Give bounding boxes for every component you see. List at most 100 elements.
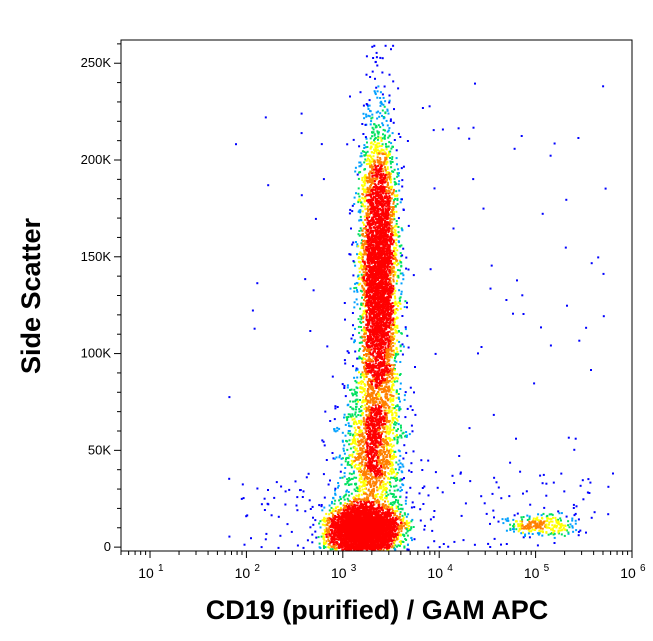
event-dot — [396, 518, 399, 521]
event-dot — [395, 244, 398, 247]
event-dot — [370, 549, 373, 552]
event-dot — [392, 270, 395, 273]
event-dot — [348, 532, 351, 535]
event-dot — [360, 152, 363, 155]
event-dot — [366, 541, 368, 544]
event-dot — [401, 540, 404, 543]
event-dot — [358, 528, 361, 531]
event-dot — [381, 541, 384, 544]
event-dot — [339, 498, 342, 500]
event-dot — [331, 548, 334, 551]
event-dot — [329, 534, 332, 537]
event-dot — [389, 311, 392, 314]
event-dot — [386, 524, 389, 527]
event-dot — [330, 545, 333, 548]
event-dot — [335, 527, 338, 530]
event-dot — [367, 353, 370, 356]
event-dot — [402, 278, 405, 281]
event-dot — [395, 515, 398, 518]
event-dot — [372, 411, 375, 414]
event-dot — [326, 529, 329, 532]
event-dot — [368, 513, 371, 516]
event-dot — [394, 195, 397, 198]
event-dot — [376, 493, 379, 495]
event-dot — [392, 383, 395, 386]
event-dot — [355, 508, 358, 511]
event-dot — [356, 253, 358, 256]
event-dot — [410, 526, 413, 529]
event-dot — [381, 545, 384, 548]
event-dot — [370, 512, 373, 515]
event-dot — [328, 527, 331, 530]
event-dot — [365, 519, 368, 522]
event-dot — [382, 103, 385, 106]
event-dot — [402, 247, 405, 250]
event-dot — [362, 458, 365, 461]
event-dot — [333, 547, 336, 550]
event-dot — [367, 498, 370, 500]
event-dot — [350, 519, 353, 522]
event-dot — [385, 350, 388, 353]
event-dot — [363, 368, 366, 371]
event-dot — [366, 380, 369, 383]
event-dot — [391, 525, 394, 528]
event-dot — [380, 412, 383, 415]
event-dot — [332, 520, 335, 523]
event-dot — [358, 518, 361, 521]
event-dot — [397, 168, 400, 171]
event-dot — [365, 163, 368, 166]
event-dot — [407, 513, 410, 516]
event-dot — [365, 527, 368, 530]
event-dot — [394, 273, 397, 276]
event-dot — [340, 529, 343, 532]
event-dot — [394, 522, 397, 525]
event-dot — [392, 539, 395, 542]
event-dot — [375, 194, 378, 197]
event-dot — [344, 502, 347, 505]
event-dot — [395, 210, 398, 213]
event-dot — [369, 536, 372, 539]
event-dot — [352, 537, 355, 540]
event-dot — [347, 505, 349, 508]
event-dot — [343, 527, 346, 530]
event-dot — [349, 503, 351, 506]
event-dot — [336, 536, 339, 539]
event-dot — [378, 150, 381, 153]
event-dot — [351, 524, 354, 527]
event-dot — [367, 383, 370, 386]
event-dot — [344, 523, 347, 526]
event-dot — [374, 397, 376, 399]
event-dot — [337, 525, 340, 528]
event-dot — [387, 527, 390, 530]
event-dot — [364, 529, 367, 532]
event-dot — [364, 338, 367, 341]
event-dot — [335, 523, 338, 526]
event-dot — [330, 506, 333, 509]
event-dot — [364, 531, 367, 534]
event-dot — [324, 517, 327, 520]
event-dot — [337, 527, 340, 530]
event-dot — [345, 505, 347, 507]
event-dot — [364, 195, 367, 198]
event-dot — [388, 545, 391, 548]
event-dot — [388, 312, 391, 315]
event-dot — [335, 547, 338, 550]
event-dot — [369, 311, 372, 314]
event-dot — [352, 543, 355, 546]
event-dot — [388, 141, 391, 144]
event-dot — [384, 523, 387, 526]
event-dot — [362, 545, 365, 548]
event-dot — [343, 507, 346, 510]
event-dot — [318, 504, 321, 507]
event-dot — [349, 526, 352, 529]
event-dot — [340, 541, 342, 544]
event-dot — [357, 540, 360, 543]
event-dot — [407, 524, 410, 527]
event-dot — [333, 523, 336, 526]
event-dot — [338, 516, 340, 519]
event-dot — [321, 519, 324, 522]
event-dot — [339, 495, 342, 498]
event-dot — [329, 526, 332, 529]
event-dot — [339, 507, 342, 509]
event-dot — [384, 528, 387, 531]
